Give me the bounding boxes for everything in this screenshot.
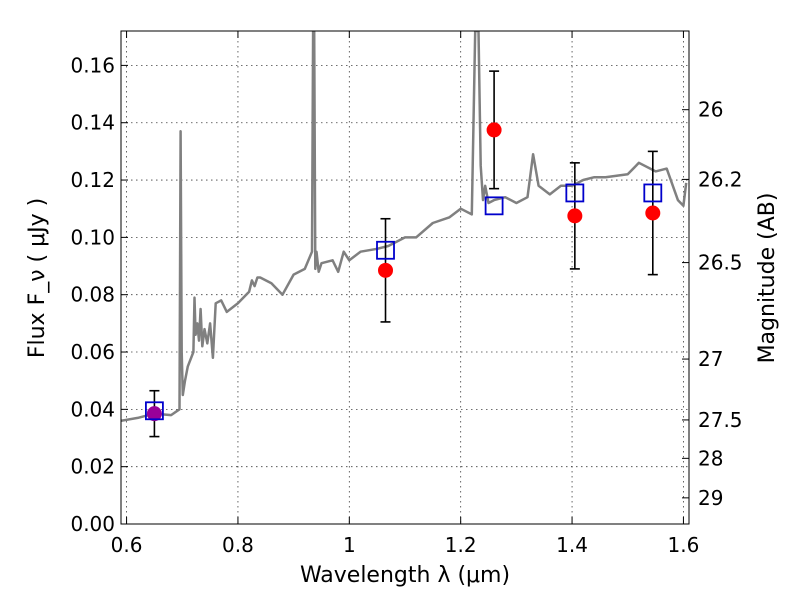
observed-point <box>645 205 661 221</box>
x-tick-label: 1 <box>343 533 356 557</box>
x-tick-label: 1.2 <box>445 533 477 557</box>
right-tick-label: 27 <box>698 347 723 371</box>
x-tick-label: 1.6 <box>668 533 700 557</box>
model-point <box>145 401 164 421</box>
model-point <box>565 183 585 203</box>
y-tick-label: 0.00 <box>70 512 115 536</box>
right-tick-label: 26.2 <box>698 167 743 191</box>
right-tick-label: 29 <box>698 486 723 510</box>
observed-point <box>486 122 502 138</box>
y-tick-label: 0.08 <box>70 283 115 307</box>
x-tick-label: 0.8 <box>222 533 254 557</box>
y-tick-label: 0.10 <box>70 225 115 249</box>
right-tick-label: 28 <box>698 446 723 470</box>
right-axis-label: Magnitude (AB) <box>755 193 780 364</box>
x-axis-label: Wavelength λ (μm) <box>300 563 510 588</box>
y-tick-label: 0.12 <box>70 168 115 192</box>
model-point <box>484 196 504 216</box>
observed-point <box>567 208 583 224</box>
right-tick-label: 27.5 <box>698 408 743 432</box>
spectrum-layer <box>121 31 688 423</box>
model-point <box>376 240 395 260</box>
tick-layer: 0.6 0.8 1 1.2 1.4 1.6 0.00 0.02 0.04 0.06 0.08 0.10… <box>70 31 743 557</box>
observed-point <box>146 406 162 422</box>
y-tick-label: 0.02 <box>70 455 115 479</box>
y-tick-label: 0.06 <box>70 340 115 364</box>
y-tick-label: 0.16 <box>70 53 115 77</box>
spectrum-line <box>121 31 688 423</box>
marker-layer <box>145 122 663 422</box>
right-tick-label: 26 <box>698 98 723 122</box>
x-tick-label: 0.6 <box>111 533 143 557</box>
y-axis-label: Flux F_ν ( μJy ) <box>25 198 50 358</box>
right-tick-label: 26.5 <box>698 251 743 275</box>
plot-frame <box>120 30 690 525</box>
observed-point <box>378 262 394 278</box>
gridlines <box>121 31 689 524</box>
x-tick-label: 1.4 <box>556 533 588 557</box>
model-point <box>643 183 663 203</box>
y-tick-label: 0.04 <box>70 397 115 421</box>
y-tick-label: 0.14 <box>70 111 115 135</box>
